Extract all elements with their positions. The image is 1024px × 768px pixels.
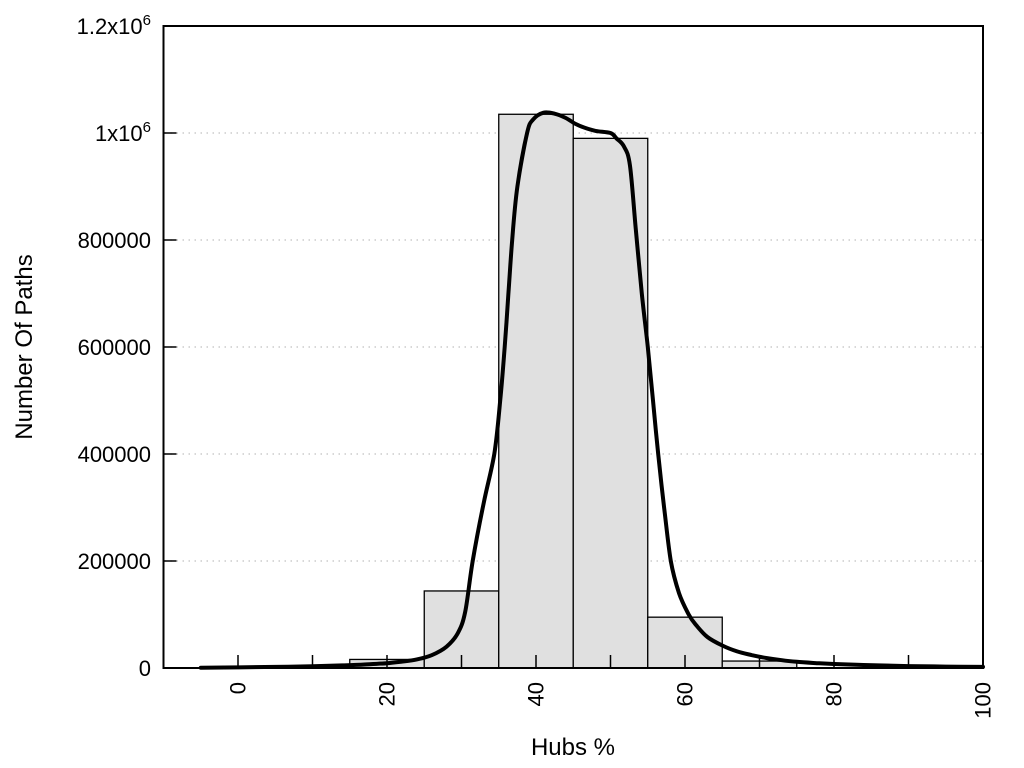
y-axis-title: Number Of Paths xyxy=(11,254,38,439)
y-tick-label: 1x106 xyxy=(95,119,151,146)
x-tick-label: 80 xyxy=(822,682,847,706)
exponent-superscript: 6 xyxy=(143,119,151,136)
fit-curve-path xyxy=(198,110,985,670)
x-tick-labels: 0 20 40 60 80 100 xyxy=(226,682,996,719)
x-tick-label: 100 xyxy=(971,682,996,719)
y-tick-label: 1.2x106 xyxy=(77,12,151,39)
histogram-bar xyxy=(498,113,574,669)
y-tick-label: 200000 xyxy=(78,549,151,574)
y-tick-label: 800000 xyxy=(78,228,151,253)
y-tick-label: 0 xyxy=(139,656,151,681)
exponent-superscript: 6 xyxy=(143,12,151,29)
histogram-bars xyxy=(349,113,798,669)
x-tick-label: 60 xyxy=(673,682,698,706)
x-tick-label: 20 xyxy=(375,682,400,706)
x-tick-label: 40 xyxy=(524,682,549,706)
x-axis-title: Hubs % xyxy=(531,734,615,761)
distribution-curve xyxy=(198,110,985,670)
y-tick-label: 600000 xyxy=(78,335,151,360)
x-tick-label: 0 xyxy=(226,682,251,694)
y-tick-labels: 0 200000 400000 600000 800000 1x106 1.2x106 xyxy=(77,12,151,681)
y-tick-label: 400000 xyxy=(78,442,151,467)
